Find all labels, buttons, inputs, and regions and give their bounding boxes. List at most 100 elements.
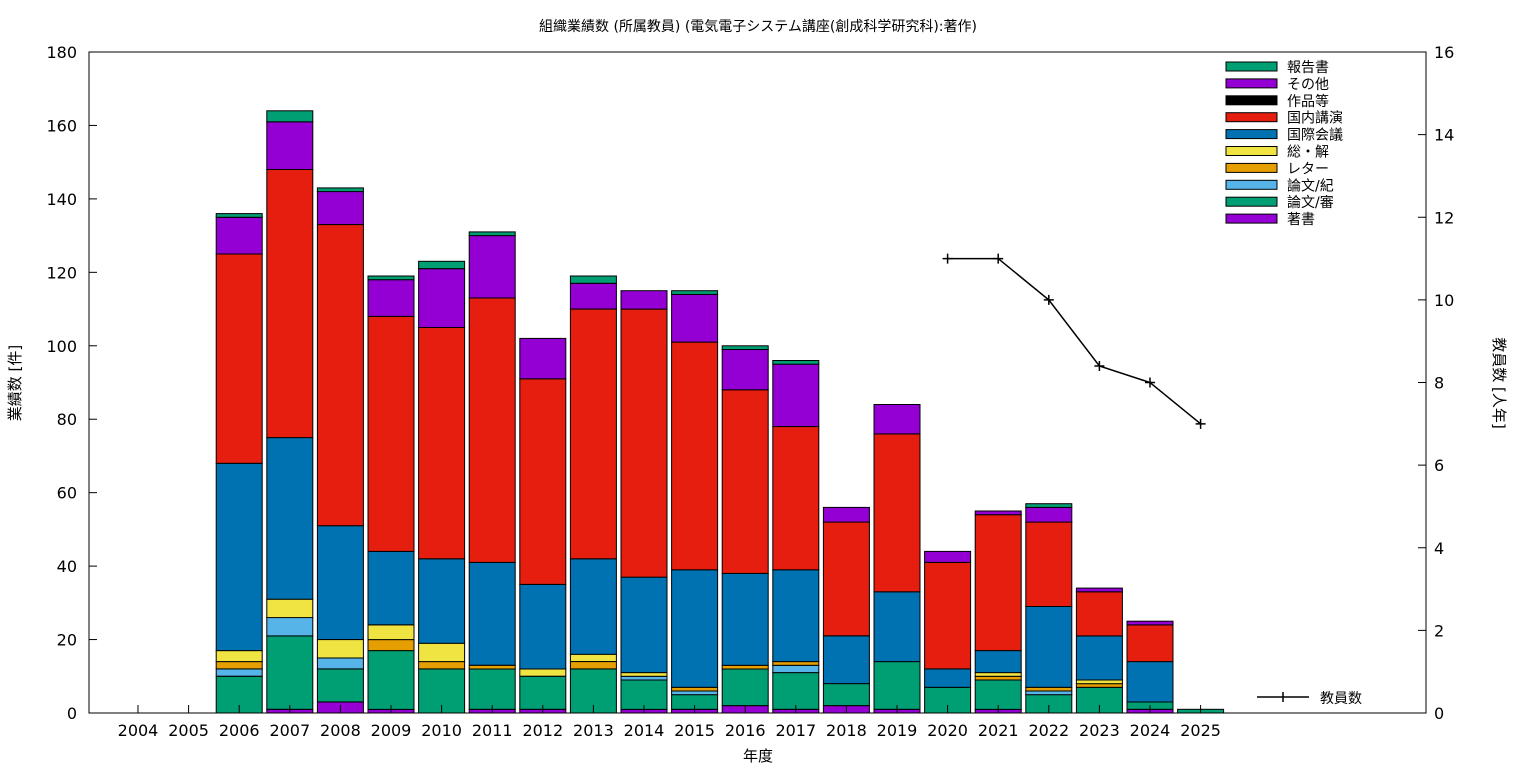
bar-segment-2014-2 — [620, 675, 668, 681]
bar-segment-2019-6 — [873, 433, 921, 593]
bar-segment-2015-5 — [671, 569, 719, 688]
bar-segment-2007-6 — [266, 169, 314, 439]
bar-segment-2020-6 — [924, 561, 972, 670]
bar-segment-2008-5 — [316, 525, 364, 641]
bar-segment-2015-3 — [671, 686, 719, 692]
legend-label: 論文/審 — [1287, 195, 1334, 211]
y-tick-label: 0 — [67, 704, 77, 723]
bar-segment-2006-5 — [215, 462, 263, 652]
bar-segment-2014-4 — [620, 672, 668, 677]
bar-segment-2007-5 — [266, 437, 314, 600]
bar-segment-2019-1 — [873, 661, 921, 710]
bar-segment-2015-8 — [671, 293, 719, 343]
y-tick-label: 120 — [46, 263, 77, 282]
bar-segment-2006-2 — [215, 668, 263, 677]
bar-segment-2006-9 — [215, 213, 263, 218]
y-tick-label: 20 — [57, 631, 77, 650]
legend-label: 作品等 — [1287, 93, 1329, 110]
bar-segment-2019-8 — [873, 404, 921, 435]
bar-segment-2022-3 — [1025, 686, 1073, 692]
bar-segment-2022-5 — [1025, 606, 1073, 688]
bar-segment-2013-8 — [569, 282, 617, 310]
legend-label: 国内講演 — [1287, 111, 1343, 127]
x-tick-label: 2006 — [219, 721, 260, 740]
bar-segment-2016-9 — [721, 345, 769, 350]
bar-segment-2017-2 — [772, 664, 820, 674]
legend-swatch — [1225, 213, 1278, 224]
bar-segment-2024-6 — [1126, 624, 1174, 663]
bar-segment-2016-5 — [721, 573, 769, 666]
y2-tick-label: 14 — [1434, 126, 1454, 145]
bar-segment-2019-5 — [873, 591, 921, 663]
axes-layer: 0 20 40 60 80 100 120 140 160 180 0 2 4 6 8 10 12 14 16 200… — [46, 43, 1454, 740]
y2-tick-label: 2 — [1434, 621, 1444, 640]
bar-segment-2020-8 — [924, 550, 972, 563]
bar-segment-2009-6 — [367, 315, 415, 552]
bar-segment-2022-8 — [1025, 506, 1073, 523]
bar-segment-2012-5 — [519, 584, 567, 670]
x-tick-label: 2023 — [1079, 721, 1120, 740]
line-point — [942, 253, 953, 264]
y-tick-label: 60 — [57, 484, 77, 503]
bar-segment-2014-6 — [620, 308, 668, 578]
line-point — [1094, 360, 1105, 371]
bar-segment-2007-9 — [266, 110, 314, 123]
bar-segment-2017-3 — [772, 661, 820, 666]
line-layer — [942, 253, 1206, 429]
y2-tick-label: 10 — [1434, 291, 1454, 310]
bar-segment-2006-3 — [215, 661, 263, 670]
bars-layer — [215, 110, 1225, 714]
legend-label: 総・解 — [1287, 145, 1329, 161]
bar-segment-2013-3 — [569, 661, 617, 670]
line-point — [1145, 377, 1155, 388]
bar-segment-2022-2 — [1025, 690, 1073, 696]
x-tick-label: 2007 — [269, 721, 310, 740]
bar-segment-2011-1 — [468, 668, 516, 710]
bar-segment-2008-8 — [316, 191, 364, 225]
y2-tick-label: 0 — [1434, 704, 1444, 723]
legend-label: 国際会議 — [1287, 127, 1343, 144]
legend-swatch — [1225, 146, 1278, 156]
y2-tick-label: 12 — [1434, 208, 1454, 227]
y2-axis-label: 教員数 [人年] — [1490, 337, 1508, 428]
x-tick-label: 2014 — [624, 721, 665, 740]
x-tick-label: 2020 — [927, 721, 968, 740]
bar-segment-2015-9 — [671, 290, 719, 295]
bar-segment-2010-8 — [418, 268, 466, 329]
y2-tick-label: 8 — [1434, 374, 1444, 393]
legend-swatch — [1225, 196, 1278, 207]
bar-segment-2008-9 — [316, 187, 364, 193]
legend-swatch — [1225, 162, 1278, 173]
bar-segment-2010-4 — [418, 642, 466, 663]
bar-segment-2013-4 — [569, 653, 617, 663]
x-tick-label: 2022 — [1028, 721, 1069, 740]
bar-segment-2010-6 — [418, 326, 466, 560]
bar-segment-2010-9 — [418, 260, 466, 270]
bar-segment-2015-2 — [671, 690, 719, 696]
bar-segment-2016-6 — [721, 389, 769, 574]
bar-segment-2014-5 — [620, 576, 668, 674]
bar-segment-2024-8 — [1126, 620, 1174, 626]
legend-label: レター — [1287, 161, 1329, 177]
legend-label: 著書 — [1287, 212, 1315, 228]
y-axis-label: 業績数 [件] — [6, 345, 24, 421]
bar-segment-2024-5 — [1126, 661, 1174, 703]
bar-segment-2011-5 — [468, 561, 516, 666]
y-tick-label: 180 — [46, 43, 77, 62]
y-tick-label: 40 — [57, 557, 77, 576]
bar-segment-2010-3 — [418, 661, 466, 670]
bar-segment-2021-4 — [974, 672, 1022, 677]
legend-swatch — [1225, 129, 1278, 140]
bar-segment-2010-5 — [418, 558, 466, 644]
bar-segment-2017-8 — [772, 363, 820, 428]
x-tick-label: 2004 — [118, 721, 159, 740]
y2-tick-label: 16 — [1434, 43, 1454, 62]
legend-label: 教員数 — [1320, 691, 1362, 707]
bar-segment-2017-1 — [772, 672, 820, 710]
bar-segment-2015-6 — [671, 341, 719, 571]
x-tick-label: 2011 — [472, 721, 513, 740]
x-tick-label: 2010 — [421, 721, 462, 740]
bar-segment-2011-9 — [468, 231, 516, 237]
bar-segment-2006-8 — [215, 216, 263, 255]
